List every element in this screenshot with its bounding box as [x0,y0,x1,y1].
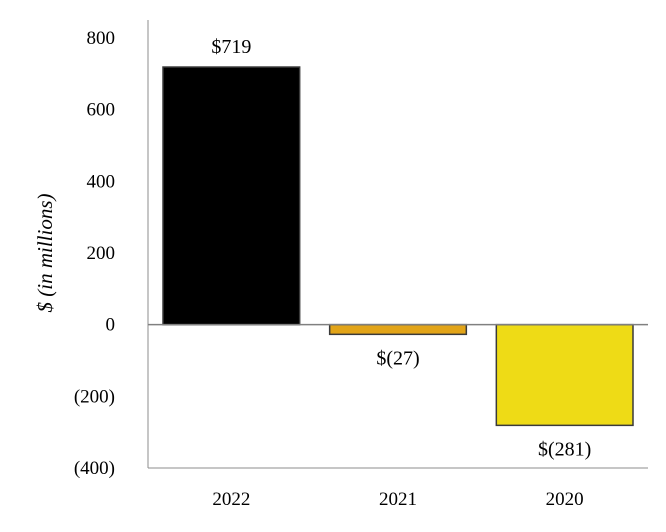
bar-2020 [495,323,634,427]
y-tick-label: (200) [74,386,115,407]
bars [162,66,634,427]
data-label: $(27) [376,347,419,369]
y-axis-title: $ (in millions) [33,193,57,312]
data-label: $719 [211,36,251,58]
y-tick-label: (400) [74,458,115,479]
y-tick-label: 0 [106,315,116,336]
x-tick-label: 2021 [379,489,417,510]
bar-2022 [162,66,301,326]
x-tick-label: 2022 [212,489,250,510]
y-tick-label: 200 [87,243,116,264]
bar-2021 [328,323,468,336]
data-labels: $719 $(27) $(281) [211,36,591,460]
x-axis-labels: 2022 2021 2020 [212,489,583,510]
y-tick-label: 400 [87,171,116,192]
y-tick-label: 600 [87,100,116,121]
data-label: $(281) [538,438,591,460]
x-tick-label: 2020 [546,489,584,510]
y-axis-ticks: 800 600 400 200 0 (200) (400) [74,28,115,479]
y-tick-label: 800 [87,28,116,49]
